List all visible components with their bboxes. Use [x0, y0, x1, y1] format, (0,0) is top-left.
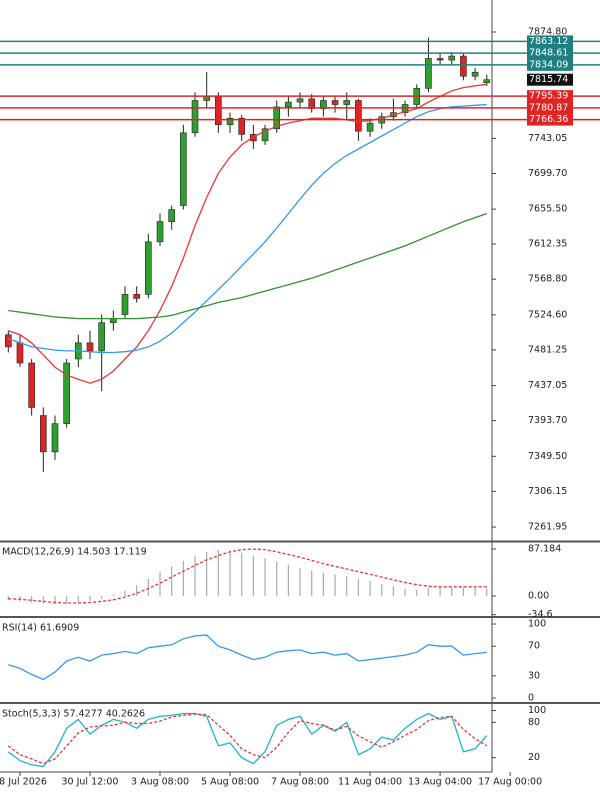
indicator-line [7, 712, 488, 768]
candle-body [145, 241, 152, 295]
candle-body [40, 415, 47, 453]
x-tick-label: 30 Jul 12:00 [62, 777, 119, 788]
y-tick-label: 0 [528, 693, 534, 704]
candle-body [343, 100, 351, 105]
y-tick-label: 7874.80 [528, 26, 567, 37]
candle-body [180, 132, 187, 206]
candle-body [191, 100, 199, 134]
y-tick-label: -34.6 [528, 609, 553, 620]
last-price-box [527, 73, 573, 86]
x-tick-label: 11 Aug 04:00 [338, 777, 402, 788]
candle-body [366, 122, 374, 132]
x-tick-label: 5 Aug 08:00 [201, 777, 259, 788]
y-tick-label: 100 [528, 705, 546, 716]
candle-body [16, 342, 24, 364]
y-tick-label: 7261.95 [528, 522, 567, 533]
level-label: 7795.39 [529, 91, 568, 102]
y-tick-label: 7655.50 [528, 204, 567, 215]
level-label: 7848.61 [529, 48, 568, 59]
panel-title: MACD(12,26,9) 14.503 17.119 [2, 547, 147, 558]
candle-body [296, 98, 304, 103]
level-box [527, 58, 573, 71]
candle-body [355, 100, 362, 132]
y-tick-label: 7743.05 [528, 133, 567, 144]
level-box [527, 35, 573, 48]
candle-body [448, 55, 456, 61]
y-tick-label: 30 [528, 670, 540, 681]
indicator-line [7, 713, 488, 765]
candle-body [168, 209, 175, 222]
moving-average [8, 212, 488, 320]
candle-body [331, 100, 339, 105]
y-tick-label: 87.184 [528, 543, 561, 554]
x-tick-label: 7 Aug 08:00 [271, 777, 329, 788]
candle-body [483, 79, 491, 84]
candle-body [238, 117, 245, 135]
candle-body [261, 128, 269, 142]
level-box [527, 90, 573, 103]
candle-body [28, 362, 35, 408]
candle-body [226, 117, 234, 126]
y-tick-label: 7481.25 [528, 344, 567, 355]
candle-body [308, 98, 316, 109]
y-tick-label: 100 [528, 619, 546, 630]
panel-title: RSI(14) 61.6909 [2, 623, 79, 634]
y-tick-label: 0.00 [528, 591, 549, 602]
candle-body [121, 294, 129, 315]
candle-body [250, 134, 257, 142]
candle-body [98, 322, 105, 352]
level-label: 7780.87 [529, 102, 568, 113]
y-tick-label: 20 [528, 752, 540, 763]
y-tick-label: 80 [528, 717, 540, 728]
candle-body [471, 71, 479, 77]
candle-body [215, 96, 222, 126]
candle-body [273, 106, 281, 130]
x-tick-label: 13 Aug 04:00 [408, 777, 472, 788]
moving-average [8, 103, 487, 354]
x-tick-label: 17 Aug 00:00 [478, 777, 542, 788]
y-tick-label: 7612.35 [528, 238, 567, 249]
candle-body [5, 334, 12, 348]
y-tick-label: 7393.70 [528, 415, 567, 426]
x-tick-label: 28 Jul 2026 [0, 777, 47, 788]
level-label: 7766.36 [529, 114, 568, 125]
candle-body [285, 101, 292, 108]
level-label: 7863.12 [529, 36, 568, 47]
candle-body [436, 58, 444, 61]
y-tick-label: 7524.60 [528, 309, 567, 320]
level-box [527, 113, 573, 126]
moving-average [8, 83, 487, 384]
candle-body [63, 362, 70, 424]
candle-body [425, 58, 432, 89]
candle-body [86, 342, 94, 352]
indicator-line [8, 634, 487, 681]
level-label: 7834.09 [529, 59, 568, 70]
y-tick-label: 70 [528, 641, 540, 652]
x-tick-label: 3 Aug 08:00 [131, 777, 189, 788]
candle-body [133, 294, 140, 299]
y-tick-label: 7349.50 [528, 451, 567, 462]
y-tick-label: 7699.70 [528, 168, 567, 179]
candle-body [460, 55, 467, 77]
last-price-label: 7815.74 [529, 74, 568, 85]
candle-body [203, 96, 210, 101]
y-tick-label: 7437.05 [528, 380, 567, 391]
y-tick-label: 7568.80 [528, 274, 567, 285]
panel-title: Stoch(5,3,3) 57.4277 40.2626 [2, 709, 145, 720]
candle-body [51, 423, 59, 453]
level-box [527, 101, 573, 114]
candle-body [156, 221, 164, 243]
y-tick-label: 7306.15 [528, 486, 567, 497]
level-box [527, 47, 573, 60]
